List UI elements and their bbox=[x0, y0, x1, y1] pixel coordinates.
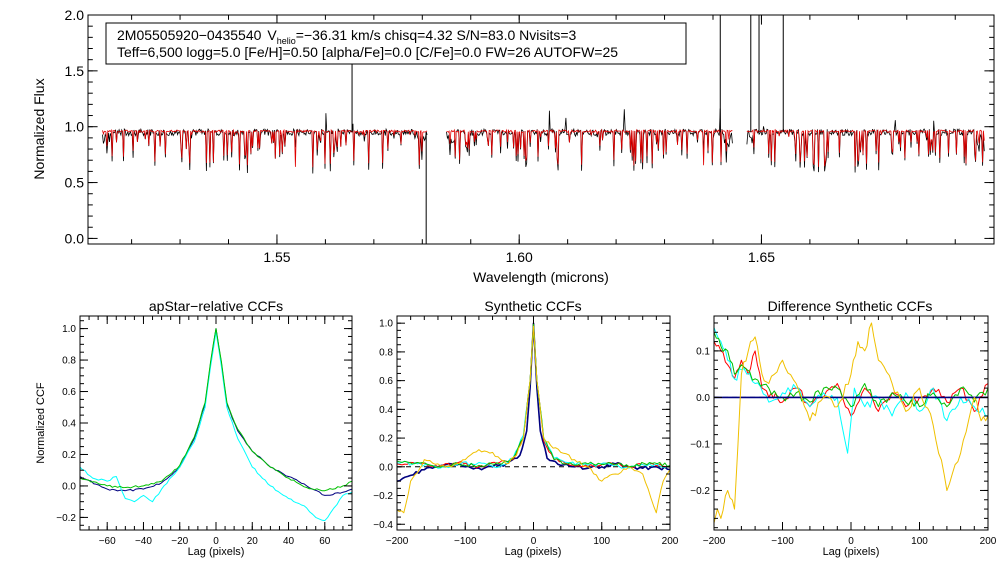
spectrum-plot-area bbox=[102, 15, 985, 244]
spectrum-ytick-label: 2.0 bbox=[65, 7, 85, 23]
spectrum-ytick-label: 1.5 bbox=[65, 63, 85, 79]
apstar-ytick-label: 0.8 bbox=[62, 356, 76, 367]
difference-ytick-label: −0.2 bbox=[690, 486, 710, 497]
spectrum-ytick-label: 0.0 bbox=[65, 230, 85, 246]
annotation-star-id: 2M05505920−0435540 bbox=[117, 27, 262, 43]
synthetic-ytick-label: 0.4 bbox=[379, 405, 393, 416]
spectrum-xtick-label: 1.55 bbox=[263, 249, 290, 265]
spectrum-panel: 1.55 1.60 1.65 0.0 0.5 1.0 1.5 2.0 Wavelength (… bbox=[31, 7, 995, 285]
apstar-series-visit-2 bbox=[80, 331, 352, 522]
synthetic-xtick-label: 100 bbox=[593, 536, 610, 547]
apstar-xtick-label: 0 bbox=[213, 536, 219, 547]
difference-ccf-panel: Difference Synthetic CCFs −200 −100 0 100 20… bbox=[690, 298, 997, 558]
apstar-xtick-label: 60 bbox=[319, 536, 331, 547]
spectrum-annotation: 2M05505920−0435540 Vhelio=−36.31 km/s chi… bbox=[105, 22, 687, 65]
synthetic-series-visit-1 bbox=[397, 322, 670, 469]
difference-ytick-label: 0.1 bbox=[696, 346, 710, 357]
apstar-xtick-label: 40 bbox=[283, 536, 295, 547]
spectrum-model-line bbox=[746, 128, 985, 167]
synthetic-xtick-label: −100 bbox=[454, 536, 477, 547]
synthetic-ytick-label: 0.8 bbox=[379, 347, 393, 358]
apstar-xtick-label: 20 bbox=[247, 536, 259, 547]
annotation-line-2: Teff=6,500 logg=5.0 [Fe/H]=0.50 [alpha/F… bbox=[117, 44, 618, 60]
difference-xtick-label: 0 bbox=[848, 536, 854, 547]
synthetic-ytick-label: 0.0 bbox=[379, 462, 393, 473]
annotation-line-1: 2M05505920−0435540 Vhelio=−36.31 km/s chi… bbox=[117, 27, 577, 46]
spectrum-ytick-label: 1.0 bbox=[65, 119, 85, 135]
difference-ticks: −200 −100 0 100 200 −0.2 −0.1 0.0 0.1 bbox=[690, 316, 997, 547]
apstar-ytick-label: 0.6 bbox=[62, 387, 76, 398]
apstar-ytick-label: 0.4 bbox=[62, 419, 76, 430]
apstar-series-visit-3 bbox=[80, 328, 352, 492]
difference-series-visit-2 bbox=[714, 327, 988, 454]
difference-series-visit-1 bbox=[714, 341, 988, 417]
difference-ytick-label: −0.1 bbox=[690, 439, 710, 450]
apstar-ccf-panel: apStar−relative CCFs −60 −40 −20 0 20 40 60 −0.… bbox=[35, 298, 353, 558]
spectrum-ytick-label: 0.5 bbox=[65, 174, 85, 190]
synthetic-xtick-label: 0 bbox=[531, 536, 537, 547]
annotation-v-subscript: helio bbox=[277, 36, 296, 46]
spectrum-observed-line bbox=[446, 108, 733, 171]
synthetic-series-visit-2 bbox=[397, 324, 670, 469]
spectrum-model-line bbox=[102, 128, 428, 168]
apstar-frame bbox=[79, 315, 353, 531]
synthetic-frame bbox=[396, 315, 671, 531]
apstar-title: apStar−relative CCFs bbox=[149, 298, 283, 314]
spectrum-observed-line bbox=[102, 113, 428, 174]
synthetic-ytick-label: 0.6 bbox=[379, 376, 393, 387]
synthetic-series-visit-3 bbox=[397, 322, 670, 468]
spectrum-xtick-label: 1.60 bbox=[506, 249, 533, 265]
difference-xtick-label: −200 bbox=[703, 536, 726, 547]
synthetic-plot-area bbox=[397, 322, 670, 514]
apstar-ytick-label: 0.0 bbox=[62, 481, 76, 492]
spectrum-frame bbox=[87, 14, 995, 245]
difference-series-visit-4 bbox=[714, 322, 988, 524]
apstar-xlabel: Lag (pixels) bbox=[188, 546, 245, 558]
difference-xlabel: Lag (pixels) bbox=[823, 546, 880, 558]
spectrum-ticks: 1.55 1.60 1.65 0.0 0.5 1.0 1.5 2.0 bbox=[65, 7, 994, 265]
difference-xtick-label: 100 bbox=[911, 536, 928, 547]
difference-xtick-label: 200 bbox=[980, 536, 997, 547]
synthetic-title: Synthetic CCFs bbox=[484, 298, 581, 314]
annotation-line-1-rest: =−36.31 km/s chisq=4.32 S/N=83.0 Nvisits… bbox=[296, 27, 577, 43]
synthetic-ccf-panel: Synthetic CCFs −200 −100 0 100 200 −0.4 −0.2 0.… bbox=[373, 298, 679, 558]
synthetic-series-visit-4 bbox=[397, 325, 670, 514]
apstar-xtick-label: −20 bbox=[171, 536, 188, 547]
difference-xtick-label: −100 bbox=[771, 536, 794, 547]
synthetic-series-combined bbox=[397, 322, 670, 482]
apstar-ticks: −60 −40 −20 0 20 40 60 −0.2 0.0 0.2 0.4 0.6 0.8 1.0 bbox=[56, 316, 353, 547]
apstar-plot-area bbox=[80, 328, 352, 522]
difference-ytick-label: 0.0 bbox=[696, 393, 710, 404]
apstar-series-visit-1 bbox=[80, 328, 352, 496]
difference-plot-area bbox=[714, 322, 988, 524]
synthetic-xtick-label: −200 bbox=[386, 536, 409, 547]
apstar-ytick-label: −0.2 bbox=[56, 513, 76, 524]
synthetic-ticks: −200 −100 0 100 200 −0.4 −0.2 0.0 0.2 0.4 0.6 0.8 1.… bbox=[373, 315, 679, 547]
synthetic-xlabel: Lag (pixels) bbox=[505, 546, 562, 558]
difference-title: Difference Synthetic CCFs bbox=[768, 298, 933, 314]
apstar-ytick-label: 1.0 bbox=[62, 324, 76, 335]
synthetic-ytick-label: 0.2 bbox=[379, 434, 393, 445]
synthetic-ytick-label: −0.2 bbox=[373, 491, 393, 502]
spectrum-xlabel: Wavelength (microns) bbox=[473, 269, 609, 285]
apstar-xtick-label: −60 bbox=[99, 536, 116, 547]
difference-series-visit-3 bbox=[714, 332, 988, 408]
synthetic-xtick-label: 200 bbox=[662, 536, 679, 547]
synthetic-ytick-label: −0.4 bbox=[373, 520, 393, 531]
spectrum-xtick-label: 1.65 bbox=[748, 249, 775, 265]
apstar-ylabel: Normalized CCF bbox=[35, 382, 47, 464]
apstar-ytick-label: 0.2 bbox=[62, 450, 76, 461]
spectrum-ylabel: Normalized Flux bbox=[31, 78, 47, 179]
spectrum-model-line bbox=[446, 128, 733, 166]
synthetic-ytick-label: 1.0 bbox=[379, 319, 393, 330]
annotation-box bbox=[105, 22, 687, 65]
annotation-v-symbol: V bbox=[267, 27, 277, 43]
apstar-xtick-label: −40 bbox=[135, 536, 152, 547]
